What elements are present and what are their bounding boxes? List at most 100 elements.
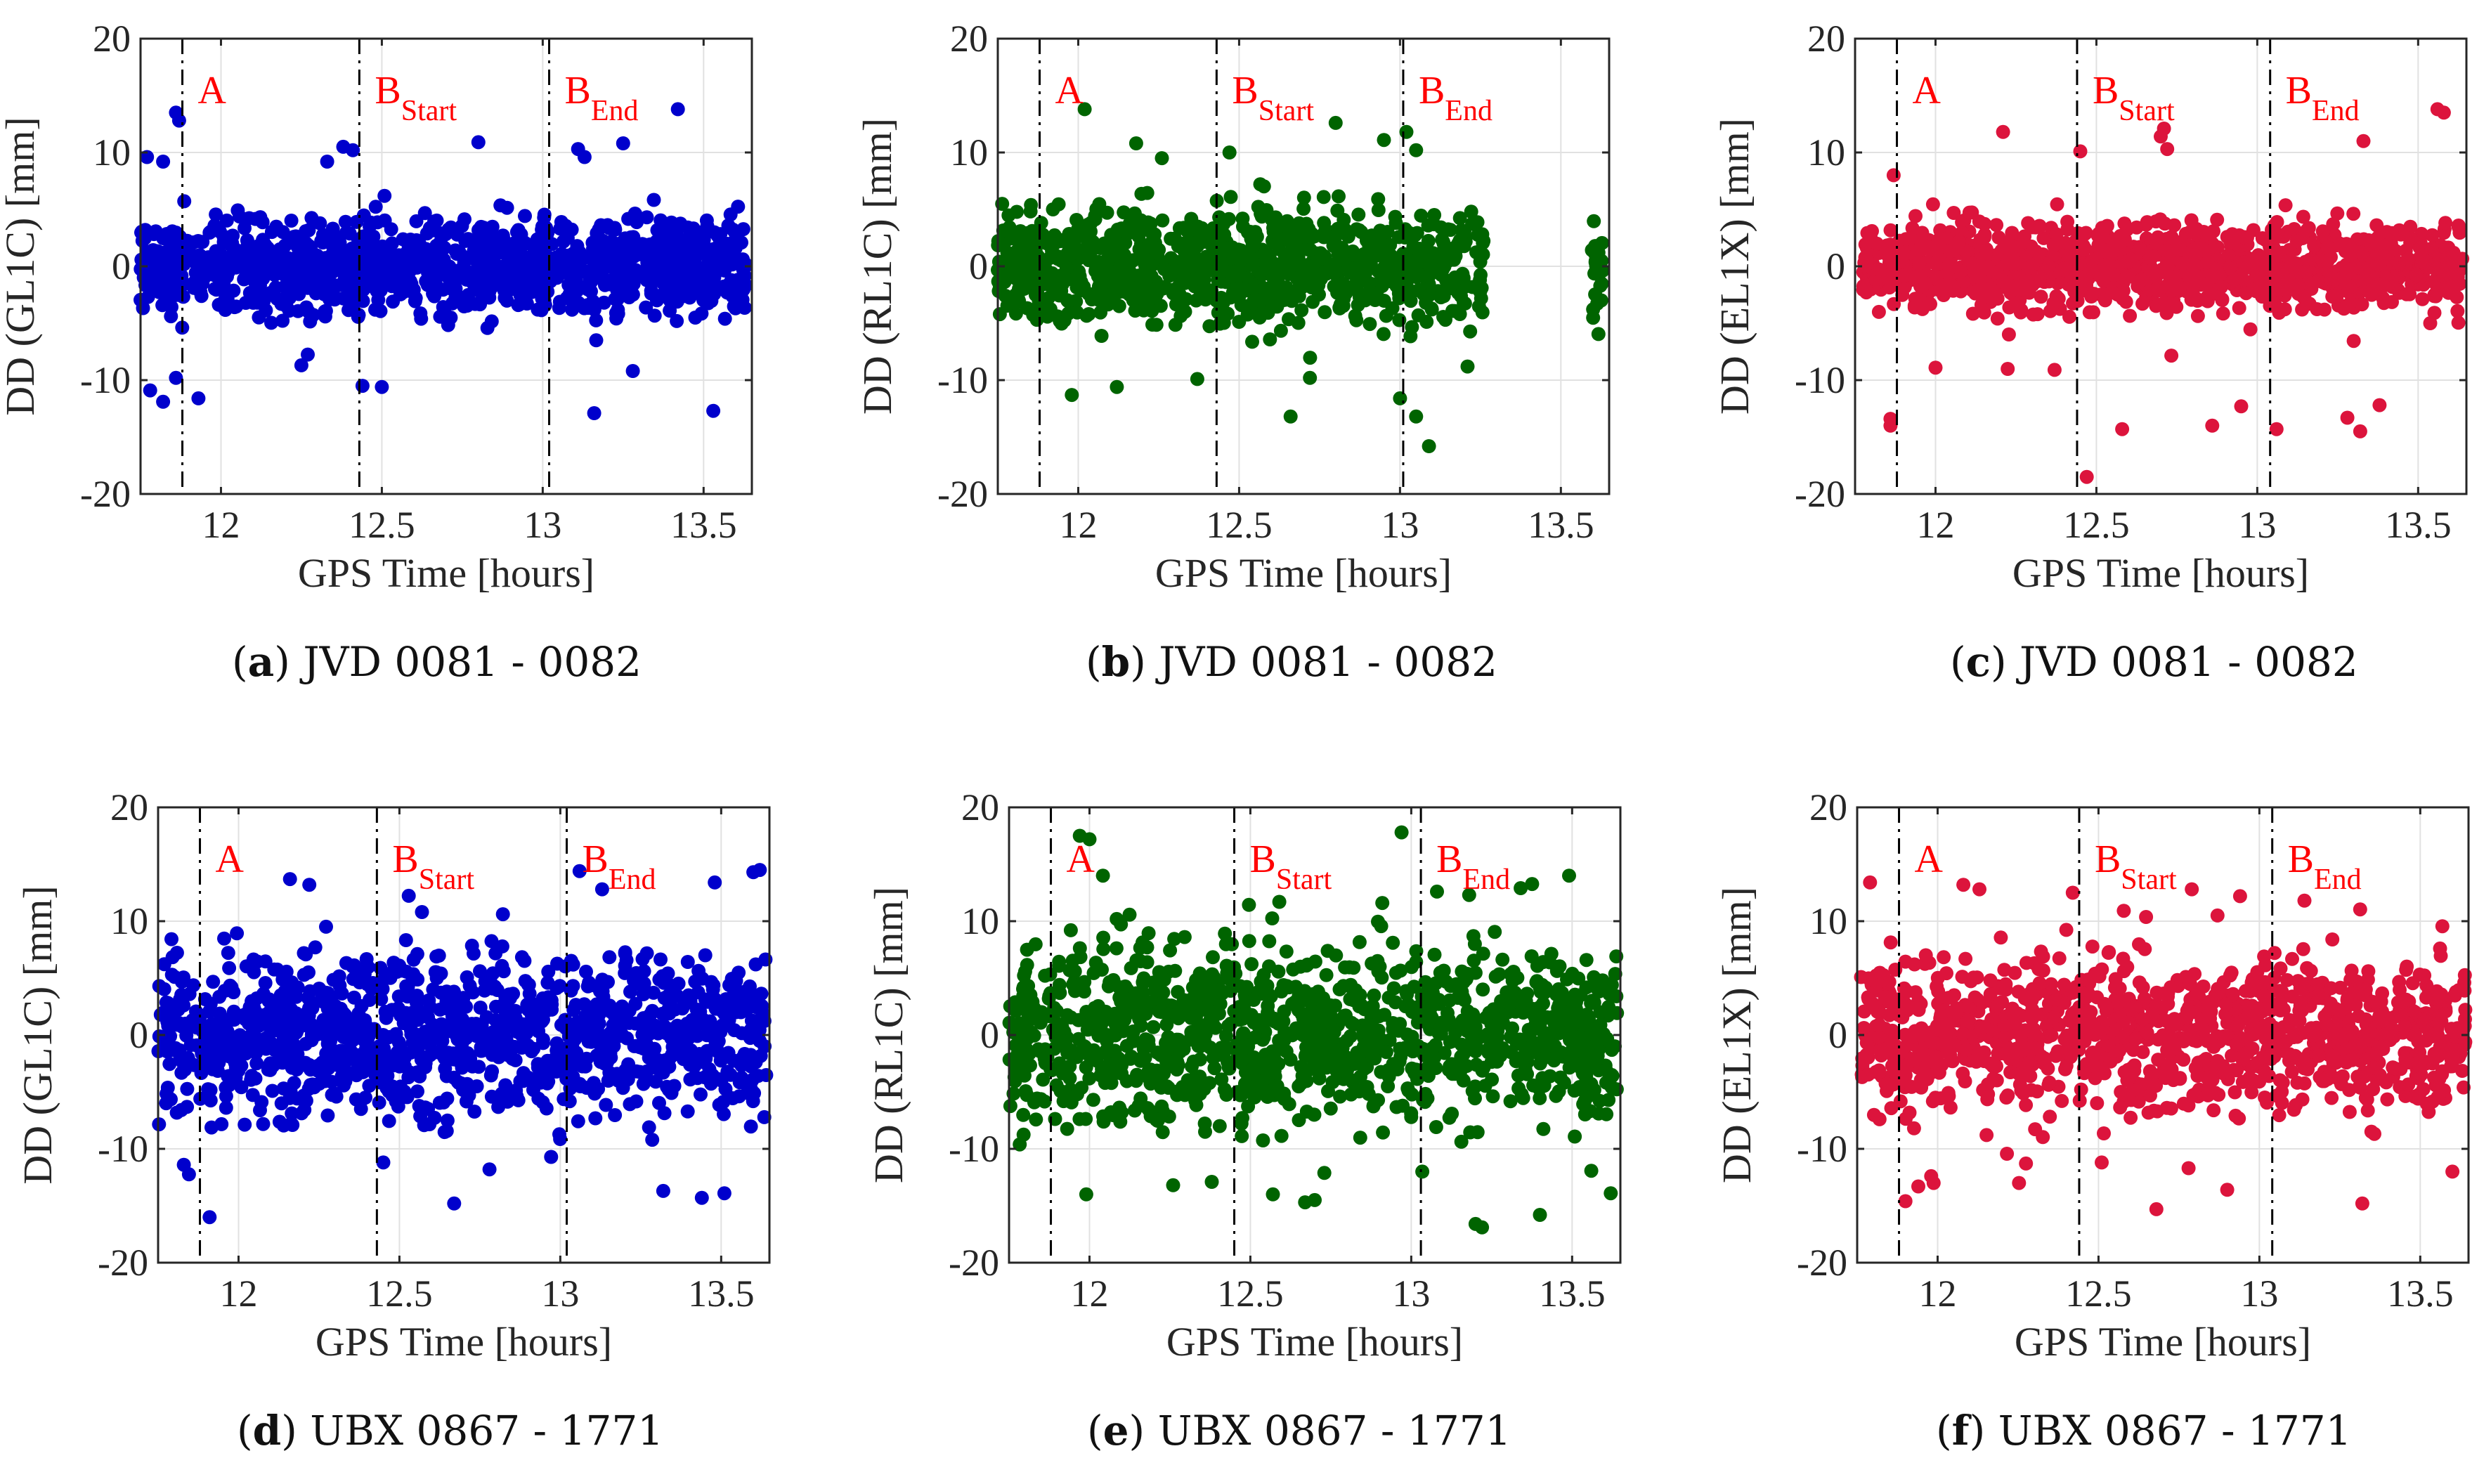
- data-point: [2343, 280, 2358, 294]
- data-point: [445, 1046, 460, 1061]
- data-point: [316, 1017, 330, 1031]
- data-point: [1362, 317, 1377, 332]
- data-point: [172, 1043, 187, 1057]
- data-point: [1914, 238, 1929, 253]
- data-point: [242, 254, 257, 268]
- data-point: [691, 963, 706, 978]
- outlier-point: [202, 1210, 217, 1225]
- data-point: [177, 194, 192, 209]
- data-point: [209, 207, 223, 222]
- data-point: [582, 975, 597, 990]
- y-tick-label: -20: [937, 473, 988, 515]
- data-point: [403, 253, 418, 268]
- data-point: [219, 213, 234, 228]
- data-point: [439, 984, 454, 999]
- data-point: [486, 1025, 500, 1039]
- y-tick-label: 10: [1807, 131, 1845, 174]
- data-point: [248, 1071, 263, 1086]
- data-point: [468, 297, 483, 311]
- data-point: [242, 285, 257, 300]
- data-point: [2171, 242, 2186, 257]
- data-point: [657, 285, 672, 300]
- data-point: [724, 245, 739, 259]
- data-point: [670, 221, 685, 236]
- data-point: [536, 296, 551, 311]
- data-point: [488, 946, 503, 961]
- data-point: [743, 1119, 758, 1134]
- y-tick-label: 20: [950, 18, 988, 60]
- data-point: [148, 264, 163, 279]
- data-point: [623, 984, 637, 999]
- data-point: [639, 300, 653, 315]
- data-point: [2091, 226, 2106, 241]
- data-point: [727, 977, 741, 991]
- data-point: [165, 950, 180, 965]
- data-point: [230, 926, 245, 941]
- data-point: [2452, 277, 2467, 291]
- data-point: [412, 236, 427, 250]
- data-point: [226, 1004, 241, 1019]
- data-point: [1594, 276, 1609, 291]
- data-point: [1296, 202, 1311, 216]
- data-point: [1476, 233, 1491, 248]
- y-tick-label: 20: [93, 18, 131, 60]
- data-point: [1147, 240, 1162, 255]
- data-point: [345, 241, 360, 256]
- data-point: [2106, 268, 2121, 282]
- data-point: [2149, 236, 2164, 251]
- data-point: [373, 304, 388, 318]
- data-point: [688, 252, 702, 266]
- x-tick-label: 13.5: [1528, 504, 1594, 546]
- data-point: [440, 1113, 455, 1128]
- data-point: [1245, 334, 1259, 349]
- data-point: [1006, 295, 1021, 310]
- data-point: [604, 242, 618, 257]
- data-point: [1096, 942, 1111, 956]
- data-point: [438, 1061, 453, 1076]
- data-point: [2119, 254, 2133, 269]
- data-point: [700, 1070, 715, 1085]
- data-point: [517, 252, 532, 266]
- data-point: [1069, 305, 1084, 320]
- data-point: [511, 223, 526, 237]
- data-point: [291, 1017, 306, 1031]
- data-point: [505, 279, 520, 294]
- data-point: [1856, 282, 1871, 297]
- data-point: [417, 206, 432, 221]
- data-point: [513, 1074, 528, 1088]
- data-point: [753, 1048, 768, 1063]
- data-point: [325, 989, 339, 1004]
- x-tick-label: 13.5: [688, 1273, 755, 1315]
- data-point: [687, 274, 701, 289]
- data-point: [473, 1001, 488, 1015]
- data-point: [1133, 223, 1148, 238]
- data-point: [752, 1022, 767, 1037]
- data-point: [502, 254, 516, 269]
- data-point: [390, 1046, 405, 1060]
- data-point: [2287, 222, 2301, 236]
- data-point: [524, 1008, 539, 1022]
- data-point: [1327, 239, 1341, 254]
- outlier-point: [1928, 360, 1943, 375]
- data-point: [2370, 258, 2385, 273]
- data-point: [2034, 289, 2048, 304]
- data-point: [2369, 218, 2384, 233]
- data-point: [488, 999, 503, 1014]
- data-point: [1880, 240, 1894, 255]
- chart-panel-d: A BStart BEnd 12 12.5 13 13.5 -20 -10 0 10 20 GPS Ti…: [15, 769, 798, 1387]
- outlier-point: [706, 403, 721, 418]
- data-point: [1163, 943, 1178, 958]
- data-point: [433, 1023, 448, 1038]
- outlier-point: [2436, 105, 2451, 120]
- data-point: [599, 1098, 613, 1112]
- data-point: [464, 938, 479, 953]
- data-points: [134, 102, 753, 420]
- data-point: [1225, 246, 1240, 261]
- data-point: [745, 1072, 760, 1087]
- data-point: [259, 303, 273, 318]
- data-point: [696, 1012, 710, 1027]
- data-point: [2267, 263, 2281, 278]
- data-point: [688, 311, 703, 325]
- data-point: [338, 1074, 353, 1088]
- data-point: [471, 223, 486, 237]
